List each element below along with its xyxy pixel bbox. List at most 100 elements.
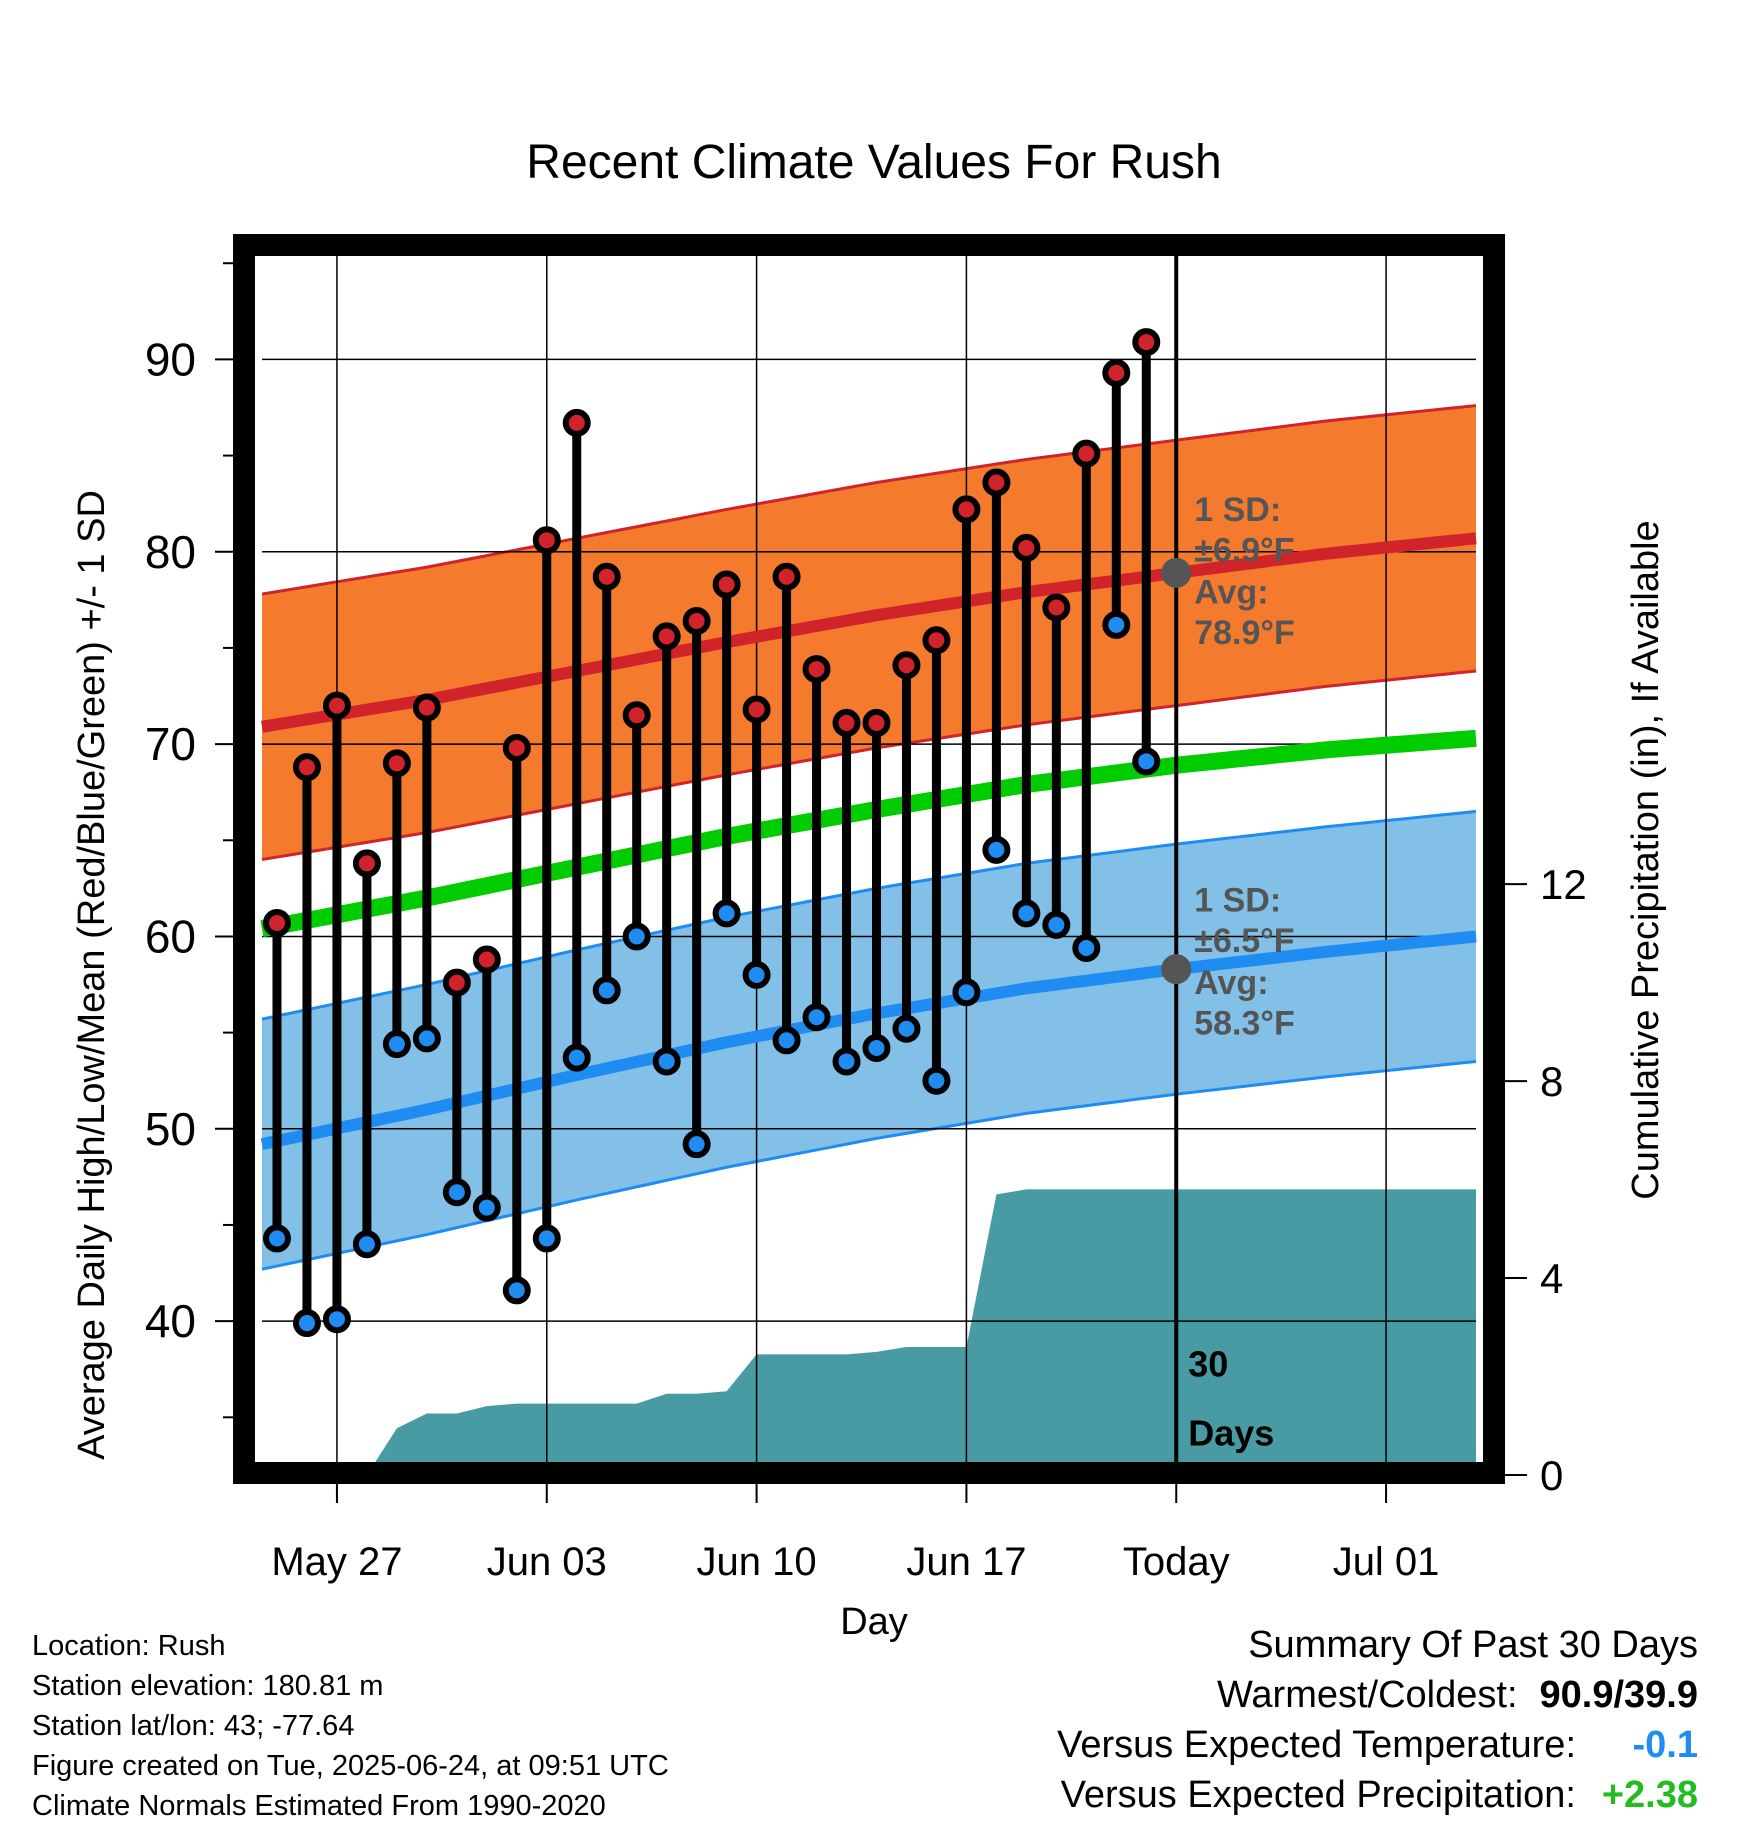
precip-value: +2.38 bbox=[1601, 1774, 1698, 1816]
daily-low-point bbox=[1042, 910, 1071, 939]
warm-cold-row: Warmest/Coldest: 90.9/39.9 bbox=[1057, 1670, 1698, 1720]
daily-high-point bbox=[1102, 358, 1131, 387]
daily-high-point bbox=[502, 733, 531, 762]
daily-high-point bbox=[382, 749, 411, 778]
daily-low-point bbox=[682, 1130, 711, 1159]
daily-high-point bbox=[532, 526, 561, 555]
daily-high-point bbox=[352, 849, 381, 878]
summary-title: Summary Of Past 30 Days bbox=[1248, 1624, 1698, 1666]
x-tick-label: Jun 17 bbox=[906, 1540, 1026, 1584]
daily-high-point bbox=[412, 693, 441, 722]
y-tick-label: 80 bbox=[145, 526, 196, 578]
low-avg-value: 58.3°F bbox=[1194, 1005, 1295, 1043]
daily-low-point bbox=[412, 1024, 441, 1053]
x-axis-label: Day bbox=[840, 1601, 908, 1643]
days-label-number: 30 bbox=[1188, 1344, 1228, 1385]
daily-low-point bbox=[352, 1230, 381, 1259]
daily-high-point bbox=[562, 408, 591, 437]
precip-area bbox=[366, 1189, 1476, 1475]
x-tick-label: May 27 bbox=[271, 1540, 402, 1584]
daily-low-point bbox=[772, 1026, 801, 1055]
y-tick-label: 60 bbox=[145, 910, 196, 962]
y-tick-label: 70 bbox=[145, 718, 196, 770]
high-sd-value: ±6.9°F bbox=[1194, 531, 1294, 569]
y2-axis-label: Cumulative Precipitation (in), If Availa… bbox=[1625, 520, 1667, 1199]
plot-frame bbox=[233, 234, 1505, 1484]
daily-low-point bbox=[712, 899, 741, 928]
normals-text: Climate Normals Estimated From 1990-2020 bbox=[32, 1790, 606, 1822]
low-sd-band-lower-edge bbox=[261, 1059, 1477, 1271]
daily-low-point bbox=[1072, 933, 1101, 962]
daily-low-point bbox=[592, 976, 621, 1005]
temp-row: Versus Expected Temperature: -0.1 bbox=[1057, 1720, 1698, 1770]
daily-low-point bbox=[802, 1003, 831, 1032]
daily-high-point bbox=[952, 495, 981, 524]
daily-high-point bbox=[1012, 533, 1041, 562]
daily-high-point bbox=[1072, 439, 1101, 468]
daily-low-point bbox=[952, 978, 981, 1007]
daily-low-point bbox=[472, 1193, 501, 1222]
daily-high-point bbox=[1132, 328, 1161, 357]
y2-tick-label: 0 bbox=[1540, 1452, 1563, 1499]
daily-high-point bbox=[772, 562, 801, 591]
elevation-text: Station elevation: 180.81 m bbox=[32, 1670, 384, 1702]
daily-high-point bbox=[922, 626, 951, 655]
daily-low-point bbox=[1012, 899, 1041, 928]
y2-tick-label: 12 bbox=[1540, 861, 1587, 908]
daily-low-point bbox=[322, 1305, 351, 1334]
daily-low-point bbox=[532, 1224, 561, 1253]
today-avg-low-marker bbox=[1161, 954, 1192, 985]
warm-cold-value: 90.9/39.9 bbox=[1539, 1674, 1698, 1716]
low-sd-value: ±6.5°F bbox=[1194, 922, 1294, 960]
daily-low-point bbox=[562, 1043, 591, 1072]
daily-high-point bbox=[982, 468, 1011, 497]
daily-low-point bbox=[892, 1014, 921, 1043]
daily-high-point bbox=[292, 753, 321, 782]
y-tick-label: 50 bbox=[145, 1103, 196, 1155]
y-tick-label: 40 bbox=[145, 1295, 196, 1347]
daily-low-point bbox=[1102, 610, 1131, 639]
y2-tick-label: 4 bbox=[1540, 1255, 1563, 1302]
daily-high-point bbox=[862, 708, 891, 737]
daily-low-point bbox=[382, 1030, 411, 1059]
daily-high-point bbox=[472, 945, 501, 974]
high-sd-band-upper-edge bbox=[261, 404, 1477, 596]
low-avg-label: Avg: bbox=[1194, 964, 1268, 1002]
daily-high-point bbox=[802, 655, 831, 684]
x-tick-label: Today bbox=[1123, 1540, 1230, 1584]
y-tick-label: 90 bbox=[145, 333, 196, 385]
daily-high-point bbox=[892, 651, 921, 680]
daily-high-point bbox=[262, 908, 291, 937]
daily-high-point bbox=[622, 701, 651, 730]
daily-high-point bbox=[442, 968, 471, 997]
daily-low-point bbox=[922, 1066, 951, 1095]
warm-cold-label: Warmest/Coldest: bbox=[1216, 1674, 1518, 1716]
daily-high-point bbox=[712, 570, 741, 599]
daily-high-point bbox=[1042, 593, 1071, 622]
daily-low-point bbox=[832, 1047, 861, 1076]
high-sd-label: 1 SD: bbox=[1194, 491, 1281, 529]
temp-label: Versus Expected Temperature: bbox=[1057, 1724, 1576, 1766]
chart-title: Recent Climate Values For Rush bbox=[526, 136, 1221, 189]
daily-high-point bbox=[742, 695, 771, 724]
daily-high-point bbox=[652, 622, 681, 651]
y2-tick-label: 8 bbox=[1540, 1058, 1563, 1105]
created-text: Figure created on Tue, 2025-06-24, at 09… bbox=[32, 1750, 669, 1782]
daily-low-point bbox=[862, 1033, 891, 1062]
summary-panel: Summary Of Past 30 Days Warmest/Coldest:… bbox=[1057, 1620, 1698, 1820]
daily-high-point bbox=[322, 691, 351, 720]
daily-low-point bbox=[262, 1224, 291, 1253]
daily-low-point bbox=[742, 960, 771, 989]
precip-label: Versus Expected Precipitation: bbox=[1060, 1774, 1576, 1816]
daily-low-point bbox=[982, 835, 1011, 864]
daily-low-point bbox=[442, 1178, 471, 1207]
daily-high-point bbox=[592, 562, 621, 591]
high-sd-band bbox=[262, 405, 1476, 860]
days-label-word: Days bbox=[1188, 1412, 1274, 1453]
daily-high-point bbox=[682, 606, 711, 635]
station-info: Location: Rush Station elevation: 180.81… bbox=[32, 1626, 669, 1826]
daily-low-point bbox=[622, 922, 651, 951]
high-normal-line bbox=[261, 532, 1477, 733]
